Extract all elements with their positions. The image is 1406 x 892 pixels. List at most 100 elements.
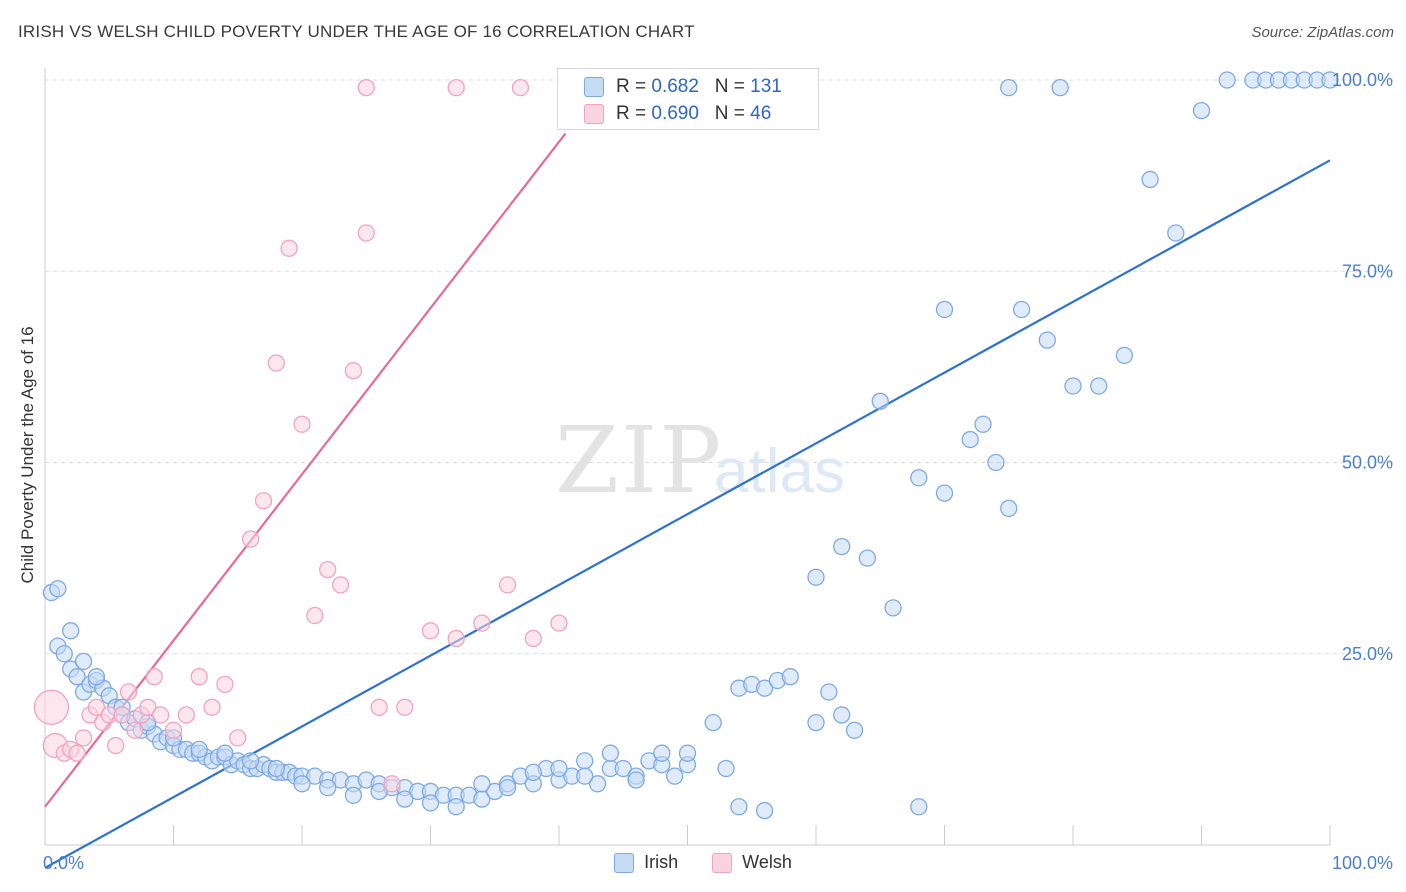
watermark-atlas: atlas [714,437,845,506]
point-irish [1000,499,1018,518]
welsh-n-value: 46 [750,103,772,124]
point-irish [1115,346,1134,365]
point-welsh [357,224,375,242]
point-irish [421,794,440,812]
point-welsh [203,698,221,716]
point-irish [717,759,735,778]
legend-swatch-welsh [712,852,733,873]
point-irish [871,392,889,410]
point-irish [974,415,992,433]
point-welsh [229,729,247,747]
tick-labels: 25.0% 50.0% 75.0% 100.0% 0.0% 100.0% [43,70,1393,873]
point-irish [935,300,954,319]
irish-r-value: 0.682 [651,76,699,97]
point-irish [55,645,73,663]
legend-item-welsh[interactable]: Welsh [712,852,792,873]
point-welsh [319,560,337,579]
point-irish [704,713,722,732]
point-welsh [383,775,401,793]
point-irish [498,778,517,797]
point-welsh [524,629,542,648]
point-irish [730,798,748,816]
point-irish [1141,170,1159,189]
welsh-r-value: 0.690 [651,103,699,124]
point-irish [845,721,864,739]
x-tick-label-right: 100.0% [1332,853,1393,873]
point-welsh [421,622,440,640]
point-irish [961,430,979,449]
point-welsh [447,629,465,648]
point-welsh [190,668,208,686]
point-irish [1051,79,1069,97]
legend-item-irish[interactable]: Irish [614,852,678,873]
point-welsh [396,698,414,716]
point-welsh [280,239,298,257]
point-irish [833,706,851,724]
welsh-swatch [584,104,604,124]
point-irish [820,683,838,701]
point-irish [910,469,928,487]
point-irish [473,775,491,793]
point-irish [396,790,414,808]
irish-n-label: N = [714,76,751,97]
chart-title: IRISH VS WELSH CHILD POVERTY UNDER THE A… [18,22,695,41]
point-welsh [447,79,465,97]
watermark-zip: ZIP [555,407,723,514]
point-welsh [68,744,86,762]
y-tick-label: 100.0% [1332,70,1393,90]
point-irish [68,668,86,686]
point-irish [987,453,1005,472]
point-welsh [473,614,491,632]
series-legend: Irish Welsh [0,852,1406,873]
point-irish [293,775,311,793]
welsh-n-label: N = [714,103,751,124]
point-welsh [74,729,93,747]
point-irish [87,668,106,686]
point-irish [576,752,594,770]
point-welsh [306,606,324,625]
point-irish [755,801,774,820]
point-irish [1167,224,1185,242]
point-irish [1000,79,1018,97]
point-welsh [498,576,517,594]
point-irish [49,580,67,598]
point-irish [447,798,465,816]
point-welsh [370,698,388,716]
point-irish [666,767,684,785]
point-irish [319,778,337,797]
point-irish [1064,377,1082,395]
stats-legend: R = 0.682 N = 131 R = 0.690 N = 46 [557,68,819,130]
y-tick-label: 50.0% [1342,453,1393,473]
point-welsh [254,492,273,510]
point-welsh [126,721,144,739]
point-welsh [550,614,568,632]
legend-label-welsh: Welsh [742,852,792,872]
point-welsh [139,698,157,716]
point-welsh [293,415,311,433]
point-welsh [164,721,183,739]
point-welsh [267,354,285,372]
point-irish [216,744,234,762]
source-label: Source: ZipAtlas.com [1251,24,1394,41]
point-irish [614,759,632,778]
y-tick-label: 75.0% [1342,261,1393,281]
point-welsh [177,706,196,724]
point-welsh [151,706,170,724]
point-welsh [33,689,70,725]
point-welsh [113,706,131,724]
point-welsh [119,683,138,701]
point-irish [910,798,928,816]
point-irish [1192,101,1211,120]
gridlines [45,79,1395,655]
point-irish [601,744,620,762]
point-irish [807,568,825,586]
point-irish [344,786,363,804]
stats-row-irish: R = 0.682 N = 131 [584,74,782,100]
point-welsh [357,79,375,97]
y-tick-label: 25.0% [1342,644,1393,664]
point-irish [627,771,645,789]
point-welsh [511,79,530,97]
point-irish [1012,300,1031,319]
welsh-r-label: R = [616,103,652,124]
